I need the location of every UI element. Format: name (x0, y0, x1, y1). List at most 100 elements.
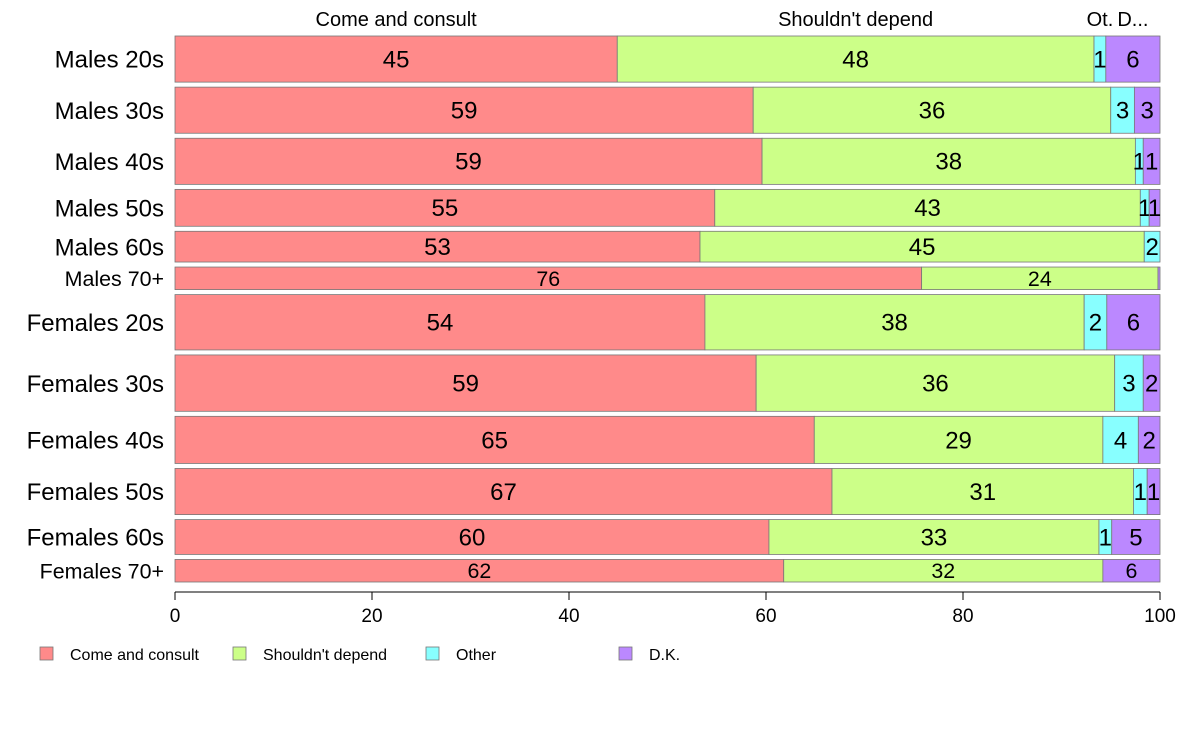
bar-value-label: 1 (1099, 524, 1112, 551)
bar-value-label: 65 (481, 427, 508, 454)
bar-segment (174, 294, 706, 351)
category-label: Males 30s (55, 98, 164, 125)
category-label: Males 60s (55, 234, 164, 261)
category-label: Males 20s (55, 47, 164, 74)
bar-value-label: 45 (909, 234, 936, 261)
bar-value-label: 67 (490, 479, 517, 506)
bar-segment (1142, 354, 1161, 412)
x-tick-label: 0 (170, 606, 181, 627)
bar-value-label: 2 (1145, 371, 1158, 398)
bar-value-label: 29 (945, 427, 972, 454)
bar-value-label: 59 (451, 98, 478, 125)
bar-value-label: 3 (1122, 371, 1135, 398)
bar-segment (1102, 415, 1139, 464)
bar-segment (1143, 230, 1161, 263)
legend-swatch (618, 646, 633, 661)
bar-value-label: 1 (1134, 479, 1147, 506)
legend-label: Come and consult (70, 647, 200, 664)
bar-value-label: 6 (1127, 310, 1140, 337)
bar-segment (174, 188, 716, 227)
top-label-3: D... (1117, 9, 1148, 31)
bar-value-label: 55 (432, 195, 459, 222)
bar-value-label: 59 (455, 149, 482, 176)
bar-value-label: 2 (1145, 234, 1158, 261)
bar-segment (174, 86, 754, 134)
legend-swatch (232, 646, 247, 661)
bar-value-label: 32 (931, 559, 955, 583)
category-label: Females 30s (27, 371, 164, 398)
x-tick-label: 20 (361, 606, 382, 627)
bar-value-label: 2 (1089, 310, 1102, 337)
bar-value-label: 43 (914, 195, 941, 222)
bar-segment (1114, 354, 1144, 412)
bar-value-label: 36 (919, 98, 946, 125)
bar-value-label: 76 (536, 267, 560, 291)
top-label-2: Ot. (1087, 9, 1114, 31)
x-tick-label: 100 (1144, 606, 1176, 627)
legend: Come and consult Shouldn't depend Other D.K… (39, 646, 680, 664)
bar-segment (1157, 266, 1161, 290)
bar-value-label: 1 (1145, 149, 1158, 176)
bar-value-label: 31 (969, 479, 996, 506)
bar-value-label: 53 (424, 234, 451, 261)
bar-value-label: 38 (881, 310, 908, 337)
bar-segment (714, 188, 1141, 227)
bar-value-label: 54 (427, 310, 454, 337)
bar-value-label: 60 (459, 524, 486, 551)
category-label: Males 50s (55, 195, 164, 222)
category-label: Males 40s (55, 149, 164, 176)
bar-segment (1105, 35, 1161, 83)
bar-value-label: 45 (383, 46, 410, 73)
bar-value-label: 3 (1116, 98, 1129, 125)
bar-segment (1102, 559, 1161, 583)
top-label-1: Shouldn't depend (778, 9, 933, 31)
category-label: Females 20s (27, 310, 164, 337)
bar-segment (616, 35, 1095, 83)
x-axis: 0 20 40 60 80 100 (170, 591, 1176, 627)
bar-segment (1148, 188, 1161, 227)
bar-value-label: 1 (1138, 195, 1151, 222)
bar-value-label: 33 (921, 524, 948, 551)
category-label: Females 60s (27, 525, 164, 552)
bar-value-label: 6 (1125, 559, 1137, 583)
bar-value-label: 2 (1142, 427, 1155, 454)
bar-segment (1137, 415, 1161, 464)
bar-segment (1146, 468, 1161, 515)
bar-segment (1106, 294, 1161, 351)
bar-segment (699, 230, 1145, 263)
bar-segment (831, 468, 1134, 515)
bar-segment (174, 415, 815, 464)
bar-segment (813, 415, 1104, 464)
legend-swatch (425, 646, 440, 661)
category-label: Females 50s (27, 479, 164, 506)
legend-label: Other (456, 647, 497, 664)
category-label: Females 70+ (40, 559, 164, 583)
bar-segment (761, 137, 1136, 185)
x-tick-label: 60 (755, 606, 776, 627)
bar-segment (174, 519, 770, 555)
bar-value-label: 3 (1141, 98, 1154, 125)
bar-value-label: 36 (922, 371, 949, 398)
category-labels: Males 20s Males 30s Males 40s Males 50s Male… (27, 47, 164, 584)
bar-segment (752, 86, 1112, 134)
bar-value-label: 1 (1148, 195, 1161, 222)
category-label: Males 70+ (65, 267, 164, 291)
top-label-0: Come and consult (316, 9, 478, 31)
bar-value-label: 1 (1133, 149, 1146, 176)
bar-segment (174, 230, 701, 263)
x-tick-label: 40 (558, 606, 579, 627)
bar-value-label: 48 (842, 46, 869, 73)
bar-value-label: 4 (1114, 427, 1127, 454)
bar-value-label: 1 (1093, 46, 1106, 73)
bar-segment (704, 294, 1085, 351)
bar-segment (755, 354, 1116, 412)
bar-segment (174, 468, 833, 515)
bar-segment (768, 519, 1100, 555)
legend-label: D.K. (649, 647, 680, 664)
top-category-labels: Come and consult Shouldn't depend Ot. D... (316, 9, 1149, 31)
bar-segment (174, 137, 763, 185)
bar-value-label: 6 (1126, 46, 1139, 73)
bar-segment (1111, 519, 1161, 555)
